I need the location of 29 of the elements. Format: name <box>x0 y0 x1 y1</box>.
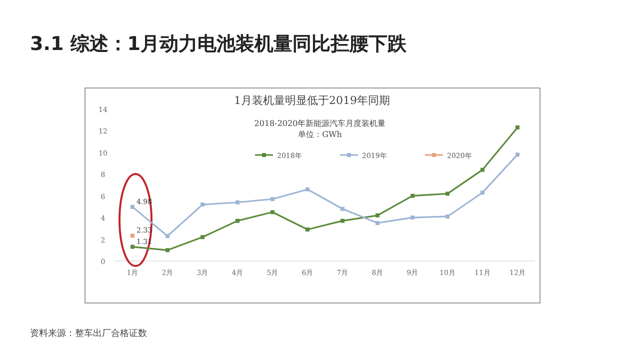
point <box>376 213 380 218</box>
point <box>306 228 310 232</box>
point <box>480 190 484 195</box>
point <box>130 204 134 209</box>
point <box>130 244 134 249</box>
chart-subtitle: 1月装机量明显低于2019年同期 <box>234 94 390 107</box>
annotation: 单位：GWh <box>298 130 342 139</box>
point <box>270 197 274 202</box>
point <box>516 125 520 130</box>
chart-title: 3.1 综述：1月动力电池装机量同比拦腰下跌 <box>30 33 408 55</box>
point <box>446 192 450 196</box>
point <box>410 194 414 198</box>
point <box>376 221 380 225</box>
point <box>236 218 240 223</box>
point <box>480 168 484 172</box>
point <box>410 216 414 220</box>
point <box>270 210 274 214</box>
point <box>200 202 204 207</box>
point <box>166 234 170 238</box>
point <box>236 200 240 204</box>
text: 资料来源：整车出厂合格证数 <box>30 328 147 339</box>
annotation: 2018-2020年新能源汽车月度装机量 <box>254 119 386 128</box>
point <box>306 187 310 192</box>
point <box>166 248 170 252</box>
point <box>340 206 344 211</box>
point <box>516 152 520 157</box>
point <box>340 218 344 223</box>
point <box>446 214 450 218</box>
point <box>200 235 204 240</box>
